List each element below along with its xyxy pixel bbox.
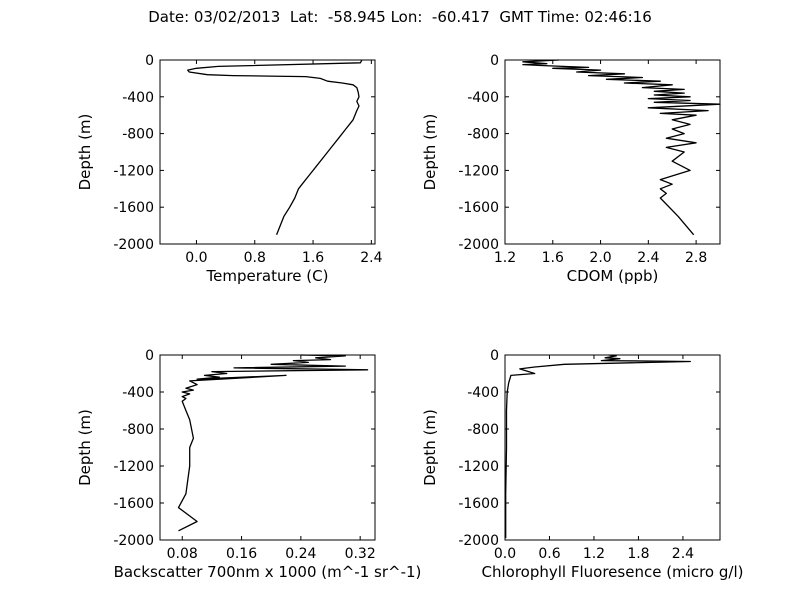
backscatter-xlabel: Backscatter 700nm x 1000 (m^-1 sr^-1) [114,563,422,581]
cdom-xtick-label: 1.6 [542,250,564,266]
cdom-ytick-label: -800 [467,127,499,143]
temperature-axes-frame [159,59,376,245]
chlorophyll-xtick-label: 1.2 [583,546,605,562]
backscatter-ytick-label: -1200 [113,459,154,475]
temperature-xlabel: Temperature (C) [206,267,329,285]
backscatter-ytick-label: -2000 [113,533,154,549]
backscatter-xtick-label: 0.16 [226,546,257,562]
temperature-xtick-label: 0.8 [244,250,266,266]
chlorophyll-ytick-label: 0 [490,348,499,364]
temperature-xtick-label: 1.6 [302,250,324,266]
chlorophyll-panel: 0.0 0.6 1.2 1.8 2.4 0 -400 -800 -1200 -1600 -2000 C… [421,348,743,581]
cdom-ytick-label: -2000 [458,237,499,253]
backscatter-panel: 0.08 0.16 0.24 0.32 0 -400 -800 -1200 -1600 -2000… [76,348,421,581]
temperature-xtick-label: 0.0 [185,250,207,266]
chlorophyll-ytick-label: -1600 [458,496,499,512]
temperature-ytick-label: -1600 [113,200,154,216]
cdom-panel: 1.2 1.6 2.0 2.4 2.8 0 -400 -800 -1200 -1600 -2000 C… [421,53,721,285]
cdom-ytick-label: -1200 [458,163,499,179]
backscatter-xtick-label: 0.24 [285,546,316,562]
cdom-xlabel: CDOM (ppb) [567,267,659,285]
backscatter-ytick-label: -800 [122,422,154,438]
chlorophyll-ytick-label: -2000 [458,533,499,549]
temperature-ytick-label: 0 [145,53,154,69]
chlorophyll-xlabel: Chlorophyll Fluoresence (micro g/l) [482,563,744,581]
temperature-profile-line [187,59,363,236]
chlorophyll-xtick-label: 0.0 [494,546,516,562]
temperature-ytick-label: -800 [122,127,154,143]
cdom-profile-line [522,59,721,236]
backscatter-ytick-label: -1600 [113,496,154,512]
cdom-ytick-label: 0 [490,53,499,69]
cdom-xtick-label: 1.2 [494,250,516,266]
backscatter-profile-line [177,354,369,532]
temperature-ytick-label: -1200 [113,163,154,179]
chlorophyll-ytick-label: -1200 [458,459,499,475]
cdom-xtick-label: 2.8 [685,250,707,266]
cdom-ytick-label: -1600 [458,200,499,216]
backscatter-ytick-label: -400 [122,385,154,401]
temperature-ylabel: Depth (m) [76,114,94,191]
backscatter-xtick-label: 0.32 [345,546,376,562]
cdom-axes-frame [504,59,721,245]
backscatter-ylabel: Depth (m) [76,409,94,486]
temperature-ytick-label: -2000 [113,237,154,253]
chlorophyll-profile-line [505,354,691,539]
cdom-xtick-label: 2.4 [637,250,659,266]
figure-title: Date: 03/02/2013 Lat: -58.945 Lon: -60.4… [148,8,652,26]
backscatter-axes-frame [159,354,376,541]
temperature-ytick-label: -400 [122,90,154,106]
chlorophyll-axes-frame [504,354,721,541]
backscatter-ytick-label: 0 [145,348,154,364]
backscatter-xtick-label: 0.08 [167,546,198,562]
chlorophyll-xtick-label: 0.6 [538,546,560,562]
cdom-xtick-label: 2.0 [589,250,611,266]
cdom-ytick-label: -400 [467,90,499,106]
chlorophyll-ylabel: Depth (m) [421,409,439,486]
chlorophyll-ytick-label: -800 [467,422,499,438]
chlorophyll-ytick-label: -400 [467,385,499,401]
chlorophyll-xtick-label: 1.8 [627,546,649,562]
temperature-xtick-label: 2.4 [360,250,382,266]
chlorophyll-xtick-label: 2.4 [672,546,694,562]
cdom-ylabel: Depth (m) [421,114,439,191]
temperature-panel: 0.0 0.8 1.6 2.4 0 -400 -800 -1200 -1600 -2000 Temp… [76,53,383,285]
